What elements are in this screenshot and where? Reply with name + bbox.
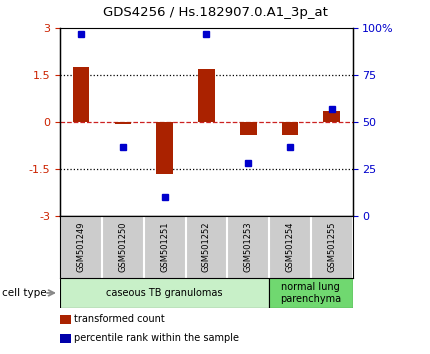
Bar	[240, 122, 257, 135]
Text: GSM501250: GSM501250	[118, 222, 127, 272]
Bar	[156, 122, 173, 174]
Text: cell type: cell type	[2, 288, 47, 298]
Text: GSM501249: GSM501249	[77, 222, 86, 272]
Bar	[282, 122, 298, 135]
Text: transformed count: transformed count	[74, 314, 165, 324]
Text: GSM501251: GSM501251	[160, 222, 169, 272]
Bar	[198, 69, 215, 122]
Text: caseous TB granulomas: caseous TB granulomas	[106, 288, 223, 298]
Bar	[60, 278, 269, 308]
Bar	[323, 111, 340, 122]
Bar	[114, 122, 131, 124]
Text: normal lung
parenchyma: normal lung parenchyma	[280, 282, 341, 304]
Bar	[269, 278, 353, 308]
Text: GSM501254: GSM501254	[286, 222, 295, 272]
Text: GSM501253: GSM501253	[244, 222, 253, 272]
Text: GSM501255: GSM501255	[327, 222, 336, 272]
Text: percentile rank within the sample: percentile rank within the sample	[74, 333, 239, 343]
Text: GSM501252: GSM501252	[202, 222, 211, 272]
Bar	[73, 67, 89, 122]
Text: GDS4256 / Hs.182907.0.A1_3p_at: GDS4256 / Hs.182907.0.A1_3p_at	[103, 6, 327, 19]
